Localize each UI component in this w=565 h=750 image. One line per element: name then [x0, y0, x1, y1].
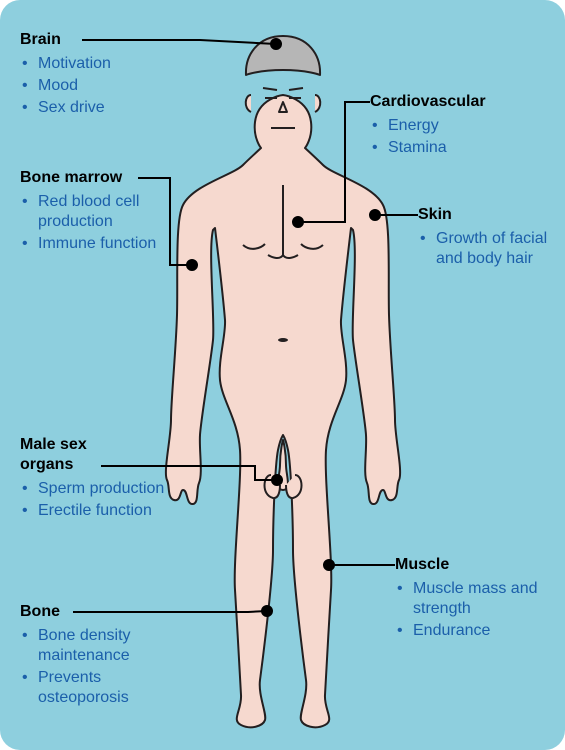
label-skin: Skin Growth of facial and body hair: [418, 205, 558, 271]
label-bone: Bone Bone density maintenance Prevents o…: [20, 602, 180, 710]
label-title: Muscle: [395, 555, 555, 575]
label-title: Bone marrow: [20, 168, 180, 188]
label-item: Energy: [382, 116, 550, 136]
label-items: Motivation Mood Sex drive: [20, 54, 180, 118]
label-item: Immune function: [32, 234, 180, 254]
label-items: Energy Stamina: [370, 116, 550, 158]
label-item: Red blood cell production: [32, 192, 180, 232]
label-item: Stamina: [382, 138, 550, 158]
infographic-canvas: Brain Motivation Mood Sex drive Cardiova…: [0, 0, 565, 750]
label-item: Endurance: [407, 621, 555, 641]
label-title: Skin: [418, 205, 558, 225]
label-item: Muscle mass and strength: [407, 579, 555, 619]
label-items: Red blood cell production Immune functio…: [20, 192, 180, 254]
label-title: Bone: [20, 602, 180, 622]
label-item: Motivation: [32, 54, 180, 74]
label-item: Growth of facial and body hair: [430, 229, 558, 269]
label-items: Muscle mass and strength Endurance: [395, 579, 555, 641]
label-item: Sex drive: [32, 98, 180, 118]
label-cardio: Cardiovascular Energy Stamina: [370, 92, 550, 160]
label-brain: Brain Motivation Mood Sex drive: [20, 30, 180, 120]
label-item: Erectile function: [32, 501, 180, 521]
label-item: Prevents osteoporosis: [32, 668, 180, 708]
label-items: Bone density maintenance Prevents osteop…: [20, 626, 180, 708]
label-bonemarrow: Bone marrow Red blood cell production Im…: [20, 168, 180, 256]
label-muscle: Muscle Muscle mass and strength Enduranc…: [395, 555, 555, 643]
label-title: Brain: [20, 30, 180, 50]
label-item: Mood: [32, 76, 180, 96]
label-items: Sperm production Erectile function: [20, 479, 180, 521]
label-items: Growth of facial and body hair: [418, 229, 558, 269]
label-item: Sperm production: [32, 479, 180, 499]
label-title: Cardiovascular: [370, 92, 550, 112]
label-organs: Male sex organs Sperm production Erectil…: [20, 435, 180, 523]
label-item: Bone density maintenance: [32, 626, 180, 666]
label-title: Male sex organs: [20, 435, 180, 475]
